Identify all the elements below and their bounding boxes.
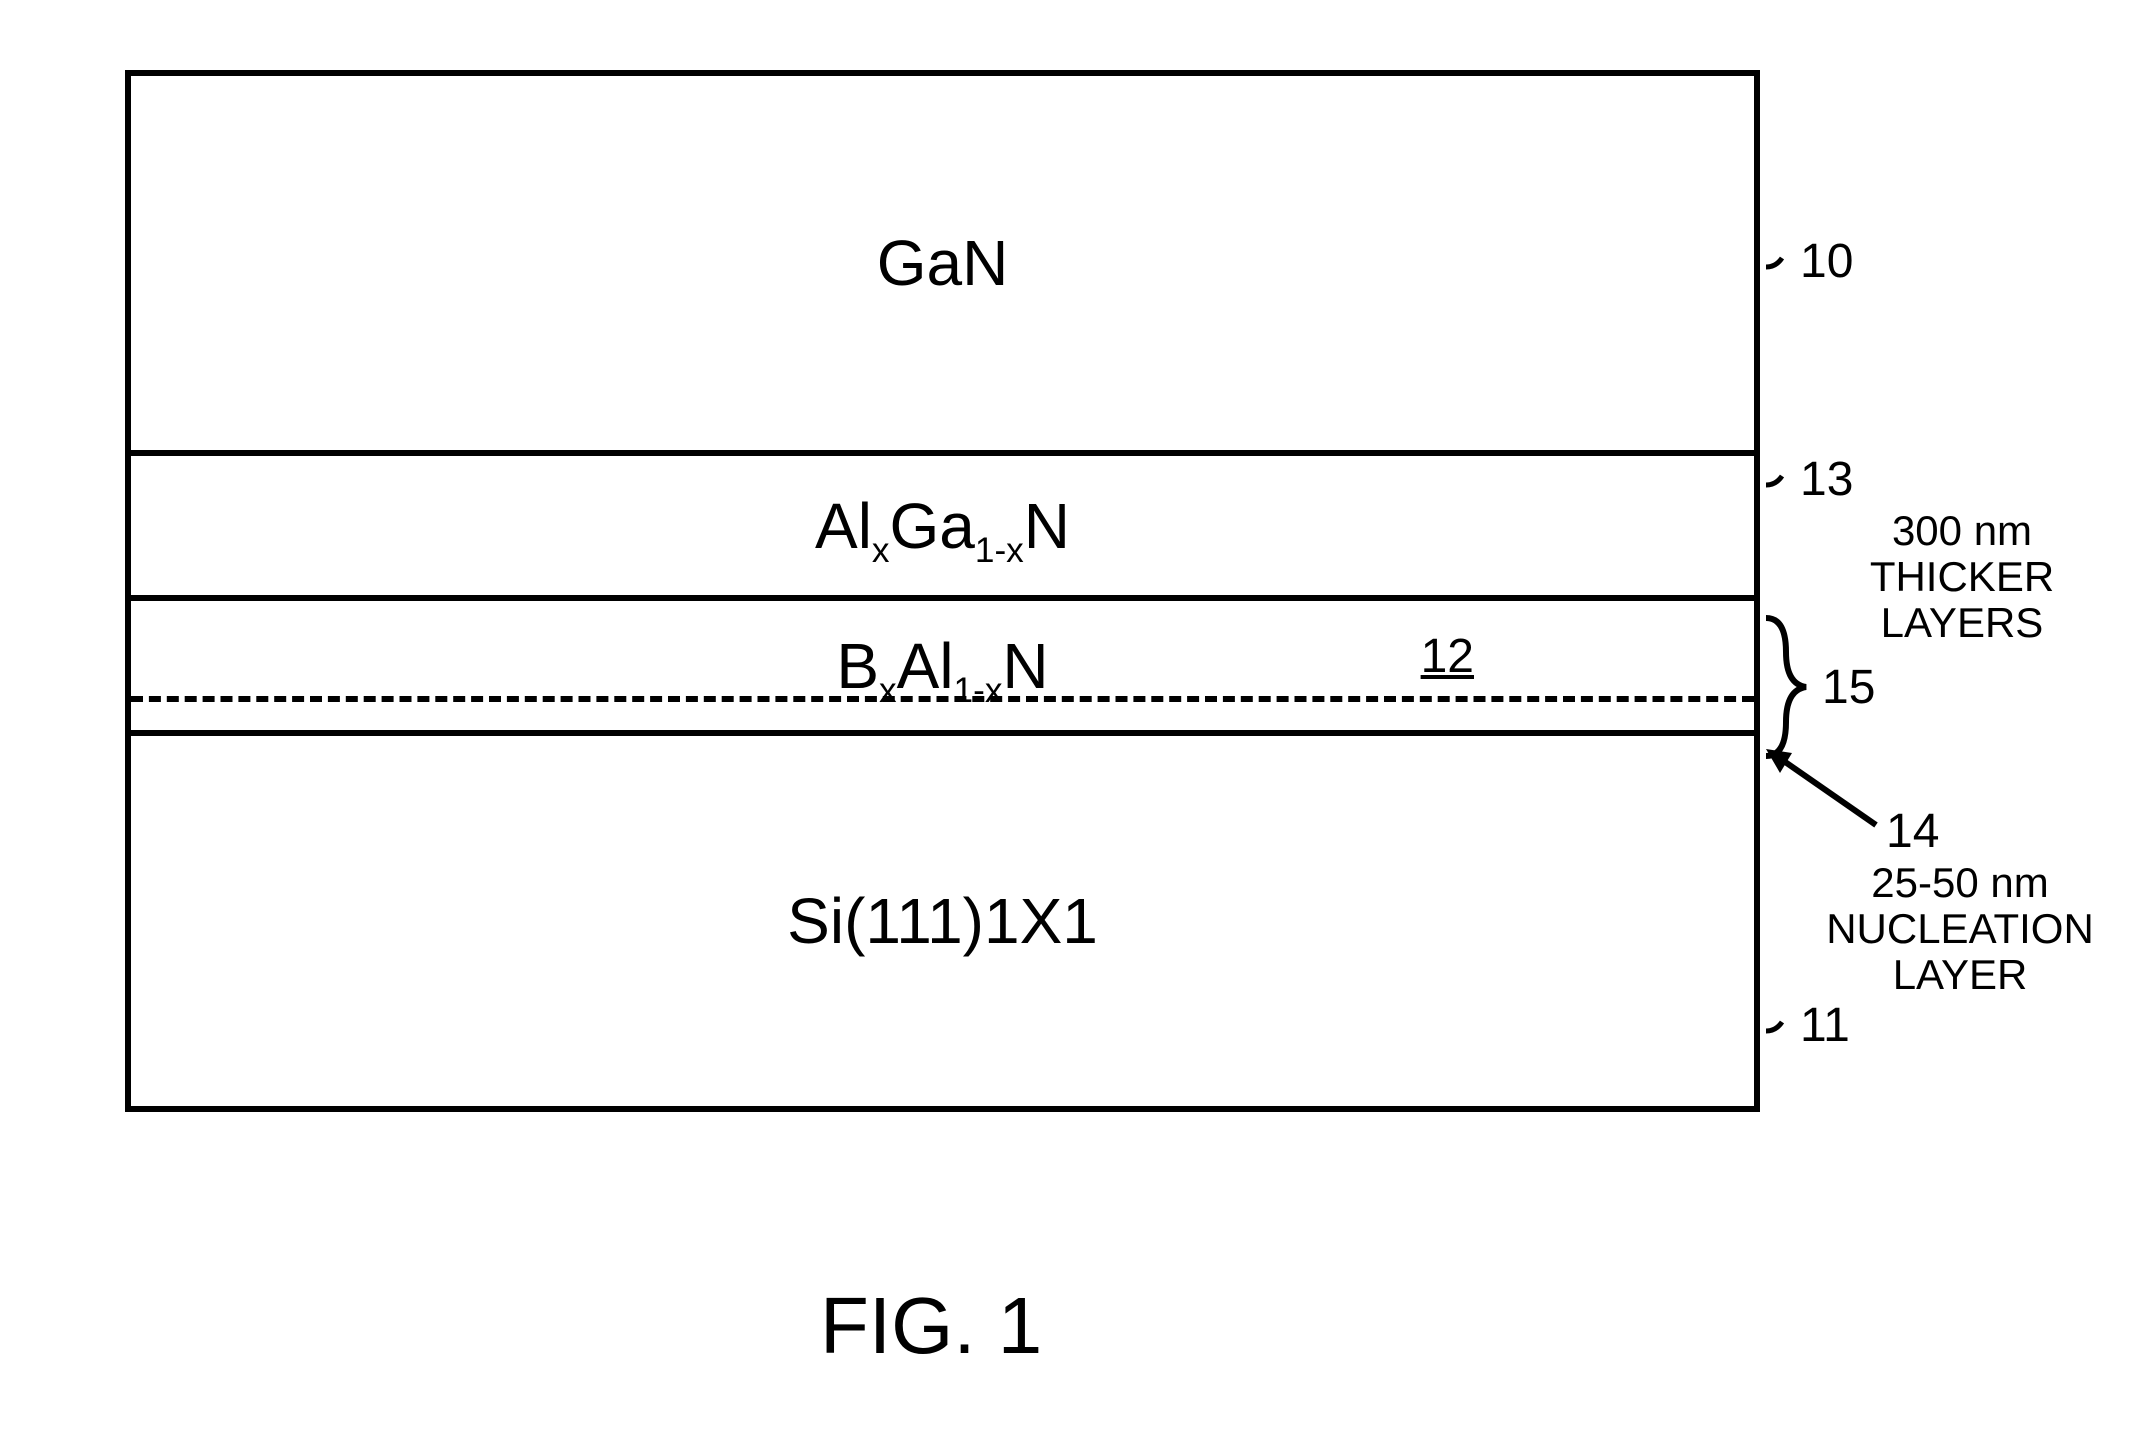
layer-si-label: Si(111)1X1 — [787, 884, 1098, 958]
layer-baln: BxAl1-xN 12 — [131, 601, 1754, 736]
ref-tick-11 — [1766, 1016, 1796, 1046]
annot-thicker-layers: 300 nm THICKER LAYERS — [1822, 508, 2102, 647]
annot-nucleation-line2: NUCLEATION — [1800, 906, 2120, 952]
ref-label-14: 14 — [1886, 804, 1939, 859]
annot-nucleation-line1: 25-50 nm — [1800, 860, 2120, 906]
arrow-14 — [1766, 745, 1886, 835]
annot-nucleation: 25-50 nm NUCLEATION LAYER — [1800, 860, 2120, 999]
ref-tick-10 — [1766, 252, 1796, 282]
ref-label-15: 15 — [1822, 660, 1875, 715]
figure-caption: FIG. 1 — [820, 1280, 1042, 1372]
ref-label-11: 11 — [1800, 998, 1850, 1053]
annot-thicker-line2: THICKER — [1822, 554, 2102, 600]
annot-thicker-line3: LAYERS — [1822, 600, 2102, 646]
layer-algan: AlxGa1-xN — [131, 456, 1754, 601]
layer-stack: GaN AlxGa1-xN BxAl1-xN 12 Si(111)1X1 — [125, 70, 1760, 1112]
annot-nucleation-line3: LAYER — [1800, 952, 2120, 998]
layer-baln-label: BxAl1-xN — [836, 629, 1048, 703]
ref-label-10: 10 — [1800, 234, 1853, 289]
layer-gan: GaN — [131, 76, 1754, 456]
ref-tick-13 — [1766, 470, 1796, 500]
layer-gan-label: GaN — [877, 226, 1009, 300]
brace-15 — [1766, 612, 1816, 762]
annot-thicker-line1: 300 nm — [1822, 508, 2102, 554]
layer-baln-inner-ref: 12 — [1421, 629, 1474, 684]
layer-baln-dashed-line — [131, 696, 1754, 702]
layer-algan-label: AlxGa1-xN — [815, 489, 1070, 563]
layer-si: Si(111)1X1 — [131, 736, 1754, 1106]
ref-label-13: 13 — [1800, 452, 1853, 507]
